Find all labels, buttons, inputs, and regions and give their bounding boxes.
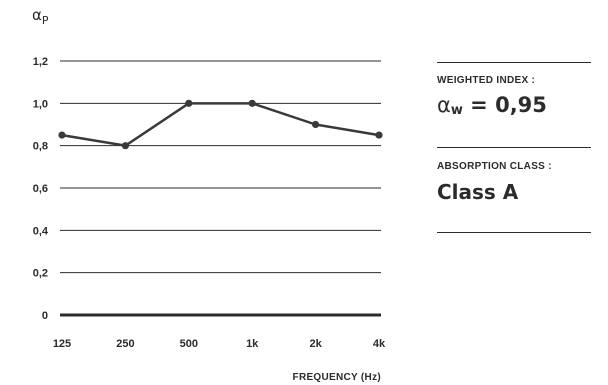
data-point <box>312 120 320 129</box>
y-tick-labels: 0 0,2 0,4 0,6 0,8 1,0 1,2 <box>33 56 49 322</box>
data-point <box>185 99 193 107</box>
y-tick-label: 0,6 <box>33 183 48 195</box>
gridlines <box>60 60 381 317</box>
x-axis-title: FREQUENCY (Hz) <box>293 372 381 383</box>
weighted-index-label: WEIGHTED INDEX : <box>437 75 536 86</box>
y-tick-label: 1,0 <box>33 98 48 110</box>
weighted-index-number: = 0,95 <box>462 93 547 117</box>
series-absorption <box>58 99 383 150</box>
data-point <box>121 142 129 150</box>
panel-divider-top <box>437 62 591 63</box>
x-tick-label: 1k <box>246 338 259 350</box>
series-line <box>61 102 380 147</box>
panel-divider-middle <box>437 147 591 148</box>
y-axis-label: αP <box>32 6 49 27</box>
data-point <box>248 99 256 107</box>
y-axis-symbol: α <box>32 6 42 24</box>
data-point <box>58 131 66 139</box>
x-tick-label: 4k <box>373 338 386 350</box>
panel-divider-bottom <box>437 232 591 233</box>
x-tick-labels: 125 250 500 1k 2k 4k <box>53 338 386 350</box>
y-tick-label: 0,2 <box>33 268 48 280</box>
data-point <box>375 131 383 139</box>
weighted-index-subscript: w <box>450 103 463 118</box>
weighted-index-symbol: α <box>437 93 451 117</box>
x-tick-label: 125 <box>53 338 71 350</box>
absorption-class-label: ABSORPTION CLASS : <box>437 161 552 172</box>
y-tick-label: 0 <box>42 310 48 322</box>
y-tick-label: 1,2 <box>33 56 48 68</box>
y-tick-label: 0,4 <box>33 225 49 237</box>
x-tick-label: 500 <box>180 338 198 350</box>
y-axis-subscript: P <box>42 14 49 27</box>
absorption-class-value: Class A <box>437 180 519 204</box>
y-tick-label: 0,8 <box>33 141 48 153</box>
weighted-index-value: αw = 0,95 <box>437 93 547 118</box>
x-tick-label: 250 <box>116 338 134 350</box>
x-tick-label: 2k <box>309 338 322 350</box>
